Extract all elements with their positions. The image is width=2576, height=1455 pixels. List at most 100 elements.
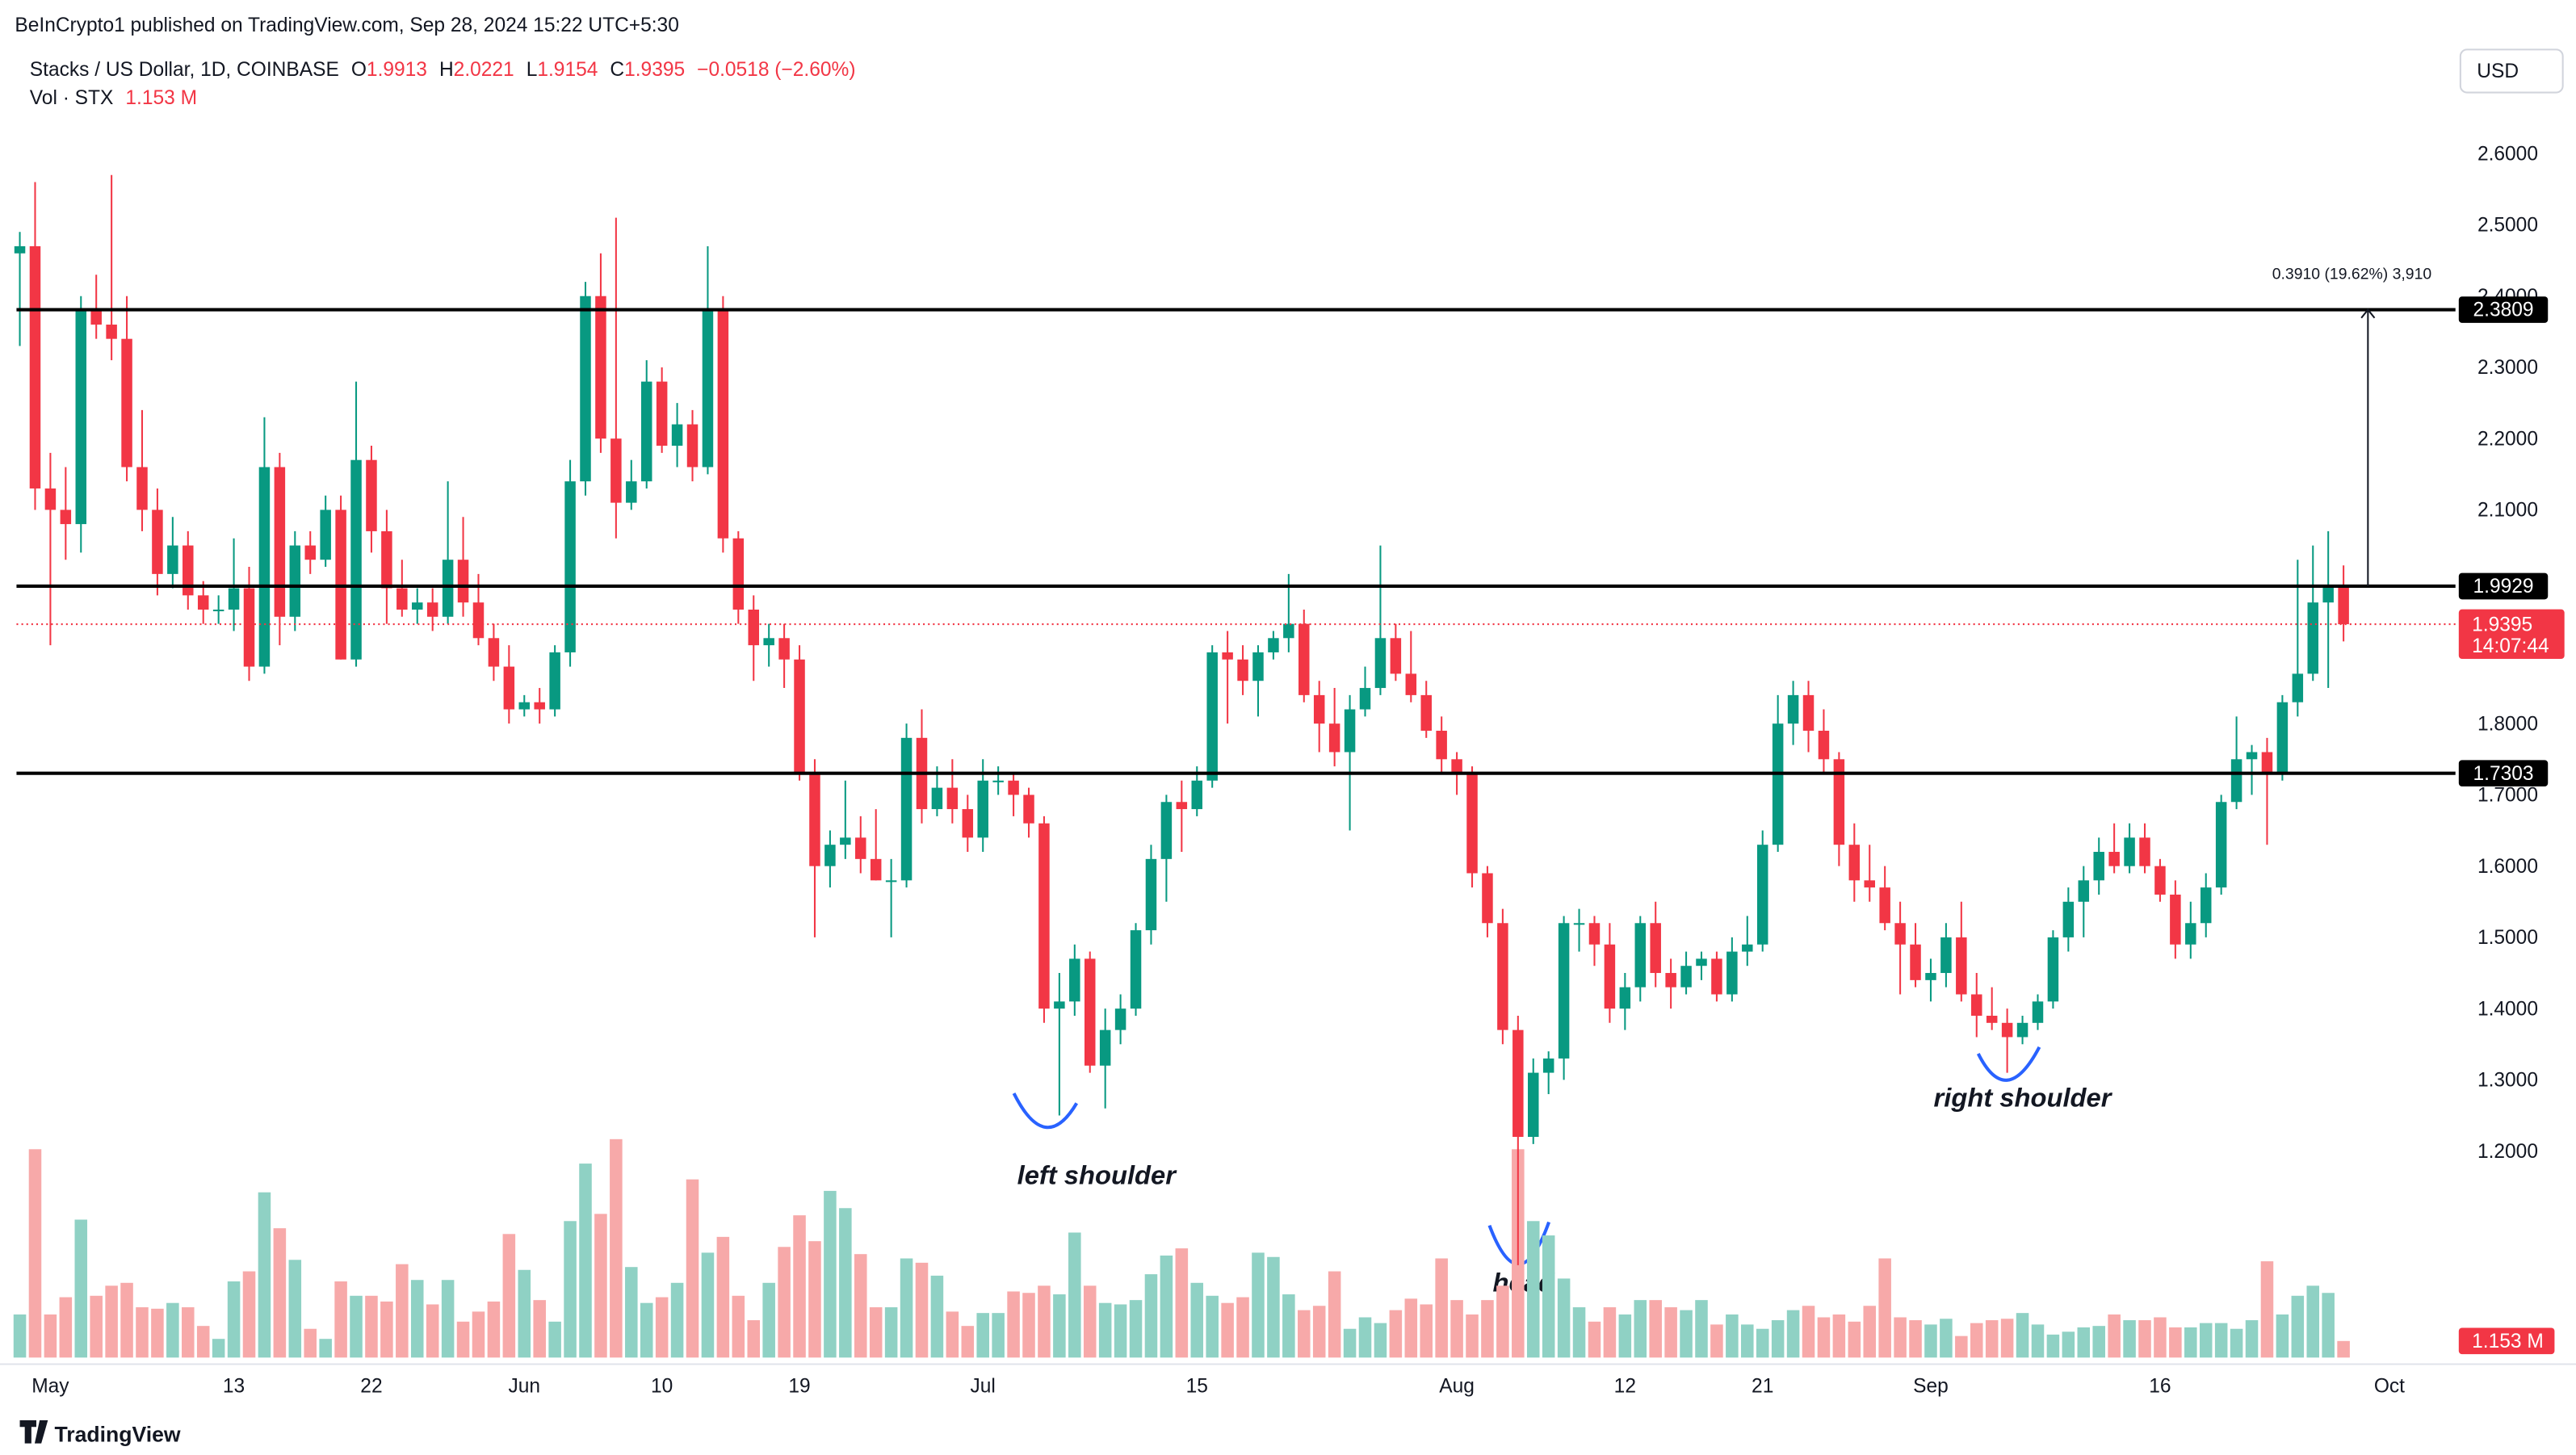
x-tick-label: 21 (1752, 1375, 1773, 1397)
candle-body (580, 296, 591, 482)
candle-body (870, 858, 882, 881)
volume-bar (1680, 1310, 1693, 1358)
candle-body (2292, 673, 2304, 702)
candle-body (2047, 937, 2059, 1002)
candle-body (167, 545, 178, 574)
volume-bar (1053, 1294, 1066, 1358)
candle-body (1512, 1029, 1524, 1137)
currency-button[interactable] (2459, 48, 2564, 94)
y-tick-label: 1.5000 (2477, 927, 2538, 949)
candle-body (350, 459, 362, 660)
volume-bar (13, 1314, 27, 1358)
volume-bar (640, 1302, 653, 1358)
volume-bar (1618, 1314, 1632, 1358)
volume-bar (701, 1252, 715, 1358)
volume-label: 1.153 M (2472, 1331, 2544, 1352)
x-tick-label: 19 (788, 1375, 810, 1397)
candle-body (1971, 994, 1982, 1016)
volume-bar (105, 1285, 118, 1358)
candle-body (1222, 652, 1233, 660)
candle-body (2230, 759, 2242, 803)
x-tick-label: Oct (2374, 1375, 2405, 1397)
candle-body (671, 424, 683, 447)
volume-bar (1312, 1306, 1326, 1358)
x-tick-label: May (31, 1375, 69, 1397)
candle-body (1925, 973, 1936, 980)
volume-bar (961, 1326, 975, 1358)
y-tick-label: 2.5000 (2477, 215, 2538, 237)
logo-icon (19, 1420, 48, 1444)
volume-bar (1970, 1323, 1983, 1358)
candle-body (595, 296, 606, 439)
candle-body (366, 459, 377, 531)
close-value: 1.9395 (624, 59, 685, 81)
left-shoulder-arc (1012, 1092, 1079, 1130)
price-label: 1.9395 (2472, 614, 2532, 635)
low-label: L (527, 59, 538, 81)
volume-bar (1786, 1310, 1800, 1358)
volume-bar (1038, 1285, 1051, 1358)
candle-body (1436, 731, 1447, 760)
volume-bar (2000, 1319, 2014, 1358)
candle-body (1634, 923, 1647, 987)
volume-bar (1649, 1300, 1662, 1358)
candle-body (1742, 944, 1753, 952)
volume-bar (1007, 1291, 1020, 1358)
candle-body (1802, 694, 1815, 732)
candle-body (855, 837, 866, 859)
x-tick-label: Aug (1439, 1375, 1475, 1397)
level-label-box (2458, 760, 2549, 787)
level-label-box (2458, 296, 2549, 323)
candle-body (763, 638, 774, 646)
candle-body (656, 381, 668, 447)
volume-bar (441, 1280, 455, 1358)
volume-bar (793, 1215, 806, 1358)
volume-bar (1894, 1317, 1907, 1358)
candle-body (14, 245, 26, 254)
candle-body (1099, 1029, 1111, 1066)
volume-bar (1175, 1248, 1189, 1358)
volume-bar (2337, 1340, 2350, 1358)
volume-bar (136, 1307, 149, 1358)
candle-body (212, 609, 224, 612)
candle-body (1818, 731, 1830, 760)
y-tick-label: 1.8000 (2477, 713, 2538, 735)
candle-body (1405, 673, 1417, 695)
volume-bar (1832, 1314, 1846, 1358)
volume-bar (1374, 1323, 1387, 1358)
volume-bar (304, 1328, 317, 1358)
volume-bar (1588, 1321, 1601, 1358)
y-tick-label: 1.4000 (2477, 998, 2538, 1020)
volume-bar (1328, 1271, 1341, 1358)
candle-body (610, 438, 622, 503)
high-label: H (439, 59, 454, 81)
candle-body (1008, 780, 1019, 795)
candle-body (1145, 858, 1157, 931)
volume-bar (1940, 1319, 1953, 1358)
level-label: 2.3809 (2473, 300, 2534, 321)
volume-bar (564, 1221, 577, 1358)
volume-bar (456, 1321, 470, 1358)
candle-body (2016, 1022, 2028, 1038)
candle-body (946, 787, 959, 810)
volume-bar (518, 1269, 531, 1358)
candle-body (1054, 1001, 1065, 1009)
y-tick-label: 2.6000 (2477, 143, 2538, 165)
candle-body (1940, 937, 1952, 974)
candle-body (518, 702, 531, 710)
candle-body (1956, 937, 1967, 995)
candle-body (1619, 987, 1631, 1009)
volume-bar (1756, 1328, 1769, 1358)
volume-bar (2092, 1326, 2105, 1358)
candle-body (1084, 958, 1096, 1066)
volume-bar (594, 1214, 607, 1358)
candle-body (1528, 1072, 1539, 1137)
volume-bar (824, 1190, 837, 1358)
volume-bar (1771, 1320, 1785, 1358)
currency[interactable]: USD (2477, 61, 2519, 82)
volume-bar (854, 1254, 867, 1358)
candle-body (702, 310, 714, 468)
volume-bar (915, 1262, 929, 1358)
candle-body (1894, 923, 1906, 945)
